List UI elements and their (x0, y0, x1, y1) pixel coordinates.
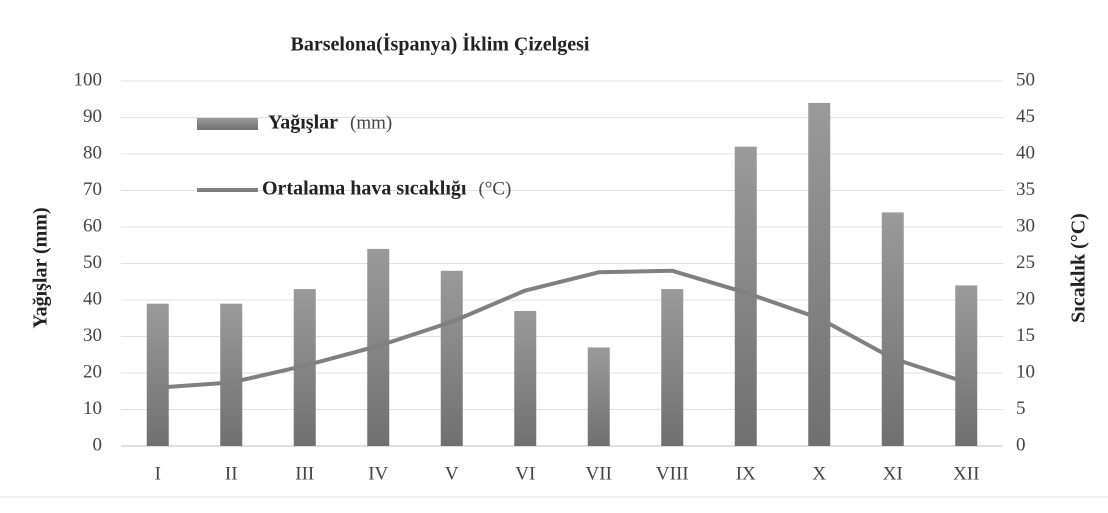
y-tick-label: 40 (83, 288, 102, 309)
x-tick-label: VIII (656, 463, 689, 484)
x-tick-label: II (225, 463, 238, 484)
y-tick-label: 80 (83, 142, 102, 163)
bar (955, 285, 978, 446)
x-tick-label: XI (883, 463, 903, 484)
x-tick-label: V (445, 463, 459, 484)
legend-label: Ortalama hava sıcaklığı (262, 178, 467, 200)
bar (734, 146, 757, 446)
bar (220, 303, 243, 446)
legend-label: Yağışlar (268, 112, 338, 134)
x-tick-label: IV (368, 463, 388, 484)
y2-tick-label: 15 (1016, 325, 1035, 346)
line (157, 268, 967, 390)
y2-tick-label: 30 (1016, 215, 1035, 236)
bar (808, 102, 831, 447)
y-tick-label: 20 (83, 361, 102, 382)
x-tick-label: VI (515, 463, 535, 484)
y-tick-label: 60 (83, 215, 102, 236)
y-tick-label: 90 (83, 106, 102, 127)
legend-swatch (197, 118, 258, 130)
x-tick-label: X (812, 463, 826, 484)
y-tick-label: 10 (83, 398, 102, 419)
y2-tick-label: 50 (1016, 69, 1035, 90)
x-tick-label: III (295, 463, 314, 484)
y-tick-label: 100 (74, 69, 103, 90)
bar (587, 347, 610, 446)
x-tick-label: I (155, 463, 161, 484)
y2-tick-label: 45 (1016, 106, 1035, 127)
x-tick-label: XII (953, 463, 979, 484)
y2-axis-label: Sıcaklık (°C) (1068, 213, 1090, 323)
y2-tick-label: 5 (1016, 398, 1026, 419)
bar (881, 212, 904, 446)
bar (661, 289, 684, 446)
y-tick-label: 30 (83, 325, 102, 346)
bar (440, 270, 463, 446)
y2-tick-label: 25 (1016, 252, 1035, 273)
y2-tick-label: 20 (1016, 288, 1035, 309)
x-tick-label: VII (586, 463, 612, 484)
legend-unit: (°C) (478, 178, 511, 199)
y2-tick-label: 40 (1016, 142, 1035, 163)
chart-title: Barselona(İspanya) İklim Çizelgesi (291, 32, 590, 56)
y2-tick-label: 10 (1016, 361, 1035, 382)
y-axis-label: Yağışlar (mm) (30, 207, 52, 328)
y-tick-label: 50 (83, 252, 102, 273)
y2-tick-label: 0 (1016, 434, 1026, 455)
y-tick-label: 0 (93, 434, 103, 455)
bar (146, 303, 169, 446)
bar (514, 310, 537, 446)
y2-tick-label: 35 (1016, 179, 1035, 200)
legend-unit: (mm) (350, 112, 392, 133)
x-tick-label: IX (736, 463, 756, 484)
y-tick-label: 70 (83, 179, 102, 200)
